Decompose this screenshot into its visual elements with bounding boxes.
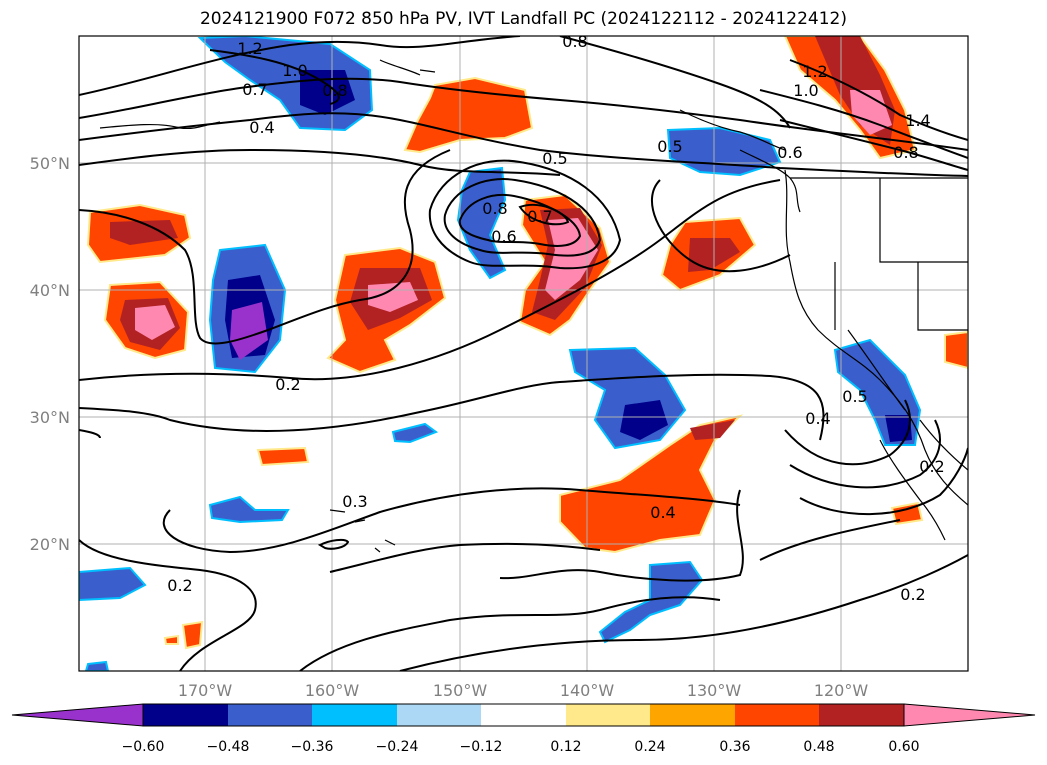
shade-region (890, 501, 924, 526)
colorbar-cell (650, 704, 735, 726)
contour-label: 0.4 (249, 118, 274, 137)
contour-label: 0.6 (777, 143, 802, 162)
colorbar-cell (819, 704, 904, 726)
colorbar-cell (566, 704, 650, 726)
contour-label: 0.5 (842, 387, 867, 406)
shade-region (620, 400, 668, 440)
colorbar-ticks: −0.60 −0.48 −0.36 −0.24 −0.12 0.12 0.24 … (122, 739, 920, 755)
positive-anomaly-regions (86, 36, 968, 650)
colorbar-tick-label: −0.24 (376, 739, 419, 755)
contour-label: 1.0 (282, 61, 307, 80)
contour-label: 1.2 (802, 62, 827, 81)
contour-label-group: 1.2 1.0 0.8 0.7 0.4 0.8 0.5 0.5 0.6 0.8 … (167, 32, 944, 604)
contour-label: 1.2 (237, 39, 262, 58)
contour-label: 0.2 (919, 457, 944, 476)
contour-label: 0.6 (491, 227, 516, 246)
lon-label: 160°W (305, 681, 360, 700)
lon-label: 130°W (687, 681, 742, 700)
shade-region (84, 660, 110, 671)
shade-region (850, 90, 892, 135)
shade-region (110, 220, 178, 245)
contour-label: 0.8 (562, 32, 587, 51)
colorbar-cell (397, 704, 481, 726)
colorbar-tick-label: −0.48 (207, 739, 250, 755)
graticule (79, 36, 968, 671)
shade-region (135, 305, 175, 340)
shade-region (690, 420, 735, 440)
shade-region (944, 330, 968, 370)
contour-label: 1.0 (793, 81, 818, 100)
colorbar-cell (143, 704, 228, 726)
latitude-labels: 50°N 40°N 30°N 20°N (30, 154, 70, 554)
lat-label: 40°N (30, 281, 70, 300)
contour-label: 1.4 (905, 111, 930, 130)
shade-region (545, 218, 598, 300)
shade-region (163, 634, 179, 645)
shade-region (598, 560, 704, 644)
contour-label: 0.7 (242, 80, 267, 99)
colorbar-tick-label: 0.12 (550, 739, 581, 755)
shade-region (885, 415, 912, 442)
colorbar-tick-label: 0.48 (803, 739, 834, 755)
colorbar (11, 703, 1036, 727)
colorbar-extend-right (903, 703, 1036, 727)
shade-region (230, 302, 268, 360)
contour-label: 0.4 (650, 503, 675, 522)
contour-label: 0.5 (542, 149, 567, 168)
lat-label: 50°N (30, 154, 70, 173)
contour-label: 0.2 (167, 576, 192, 595)
colorbar-tick-label: 0.36 (719, 739, 750, 755)
lon-label: 150°W (433, 681, 488, 700)
contour-label: 0.2 (275, 375, 300, 394)
colorbar-tick-label: −0.60 (122, 739, 165, 755)
contour-label: 0.5 (657, 137, 682, 156)
map-title: 2024121900 F072 850 hPa PV, IVT Landfall… (199, 9, 847, 29)
longitude-labels: 170°W 160°W 150°W 140°W 130°W 120°W (178, 681, 869, 700)
contour-label: 0.7 (527, 207, 552, 226)
coastlines (99, 59, 968, 553)
shade-region (208, 495, 290, 524)
lon-label: 120°W (814, 681, 869, 700)
pv-contours (79, 36, 968, 671)
plot-frame (78, 35, 969, 672)
colorbar-cell (312, 704, 397, 726)
lat-label: 20°N (30, 535, 70, 554)
shade-region (391, 422, 439, 444)
contour-label: 0.4 (805, 409, 830, 428)
colorbar-tick-label: −0.36 (291, 739, 334, 755)
colorbar-cell (481, 704, 566, 726)
colorbar-frame (142, 703, 905, 727)
shade-region (256, 446, 310, 467)
colorbar-tick-label: 0.24 (634, 739, 665, 755)
shade-region (181, 620, 204, 650)
colorbar-cell (228, 704, 312, 726)
contour-label: 0.3 (342, 492, 367, 511)
lon-label: 170°W (178, 681, 233, 700)
contour-label: 0.8 (893, 143, 918, 162)
colorbar-tick-label: 0.60 (888, 739, 919, 755)
contour-label: 0.8 (322, 81, 347, 100)
lon-label: 140°W (560, 681, 615, 700)
shade-region (79, 566, 147, 602)
contour-label: 0.2 (900, 585, 925, 604)
colorbar-cell (735, 704, 819, 726)
colorbar-tick-label: −0.12 (460, 739, 503, 755)
colorbar-extend-left (11, 703, 144, 727)
shade-region (300, 70, 355, 115)
contour-label: 0.8 (482, 199, 507, 218)
lat-label: 30°N (30, 408, 70, 427)
